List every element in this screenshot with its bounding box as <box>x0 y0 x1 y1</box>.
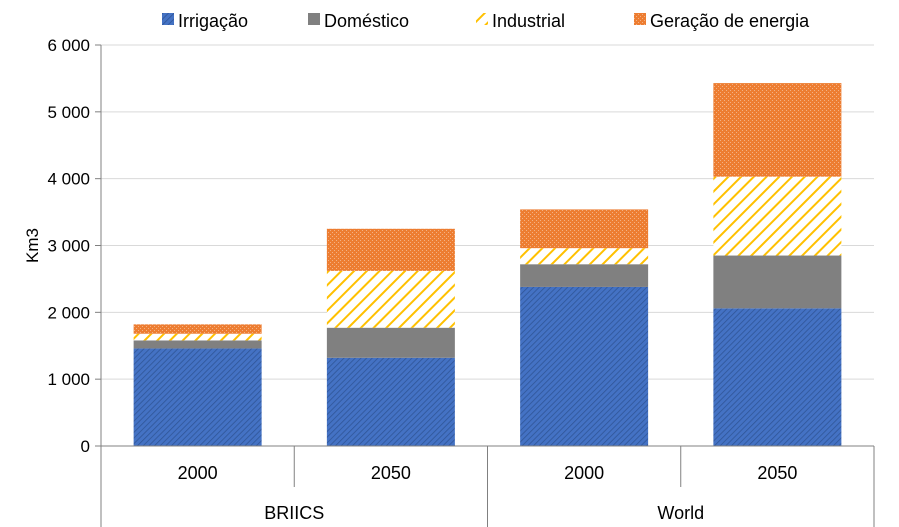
legend-label: Geração de energia <box>650 11 810 31</box>
bar-domestico <box>713 255 842 309</box>
y-tick-label: 1 000 <box>47 370 90 389</box>
bar-irrigacao <box>713 308 842 446</box>
legend-item-domestico: Doméstico <box>308 11 409 31</box>
bar-geracao-de-energia <box>133 324 262 334</box>
bar-industrial <box>133 333 262 341</box>
legend-swatch <box>476 13 488 25</box>
y-axis-label: Km3 <box>23 228 42 263</box>
legend-label: Industrial <box>492 11 565 31</box>
legend-swatch <box>308 13 320 25</box>
legend-item-irrigacao: Irrigação <box>162 11 248 31</box>
x-axis: 2000 2050 2000 2050 BRIICS World <box>100 445 875 527</box>
x-tick-label: 2050 <box>757 463 797 483</box>
bar-domestico <box>520 264 649 287</box>
y-tick-label: 5 000 <box>47 103 90 122</box>
y-tick-label: 2 000 <box>47 303 90 322</box>
bar-irrigacao <box>520 286 649 446</box>
bar-industrial <box>326 270 455 328</box>
bar-domestico <box>133 340 262 349</box>
y-tick-label: 4 000 <box>47 170 90 189</box>
bars <box>133 83 842 446</box>
legend-label: Irrigação <box>178 11 248 31</box>
bar-industrial <box>520 248 649 265</box>
legend: Irrigação Doméstico Industrial Geração de e… <box>162 11 810 31</box>
bar-geracao-de-energia <box>520 209 649 249</box>
legend-label: Doméstico <box>324 11 409 31</box>
y-tick-label: 0 <box>81 437 90 456</box>
legend-item-industrial: Industrial <box>476 11 565 31</box>
y-tick-label: 3 000 <box>47 237 90 256</box>
x-tick-label: 2050 <box>371 463 411 483</box>
bar-industrial <box>713 176 842 256</box>
x-tick-label: 2000 <box>178 463 218 483</box>
bar-irrigacao <box>326 357 455 446</box>
legend-swatch <box>634 13 646 25</box>
bar-geracao-de-energia <box>326 228 455 271</box>
legend-item-geracao-de-energia: Geração de energia <box>634 11 810 31</box>
bar-domestico <box>326 327 455 358</box>
bar-irrigacao <box>133 348 262 446</box>
y-tick-label: 6 000 <box>47 36 90 55</box>
group-label: BRIICS <box>264 503 324 523</box>
x-tick-label: 2000 <box>564 463 604 483</box>
y-axis: 0 1 000 2 000 3 000 4 000 5 000 6 000 <box>47 36 102 456</box>
group-label: World <box>657 503 704 523</box>
legend-swatch <box>162 13 174 25</box>
bar-geracao-de-energia <box>713 83 842 177</box>
